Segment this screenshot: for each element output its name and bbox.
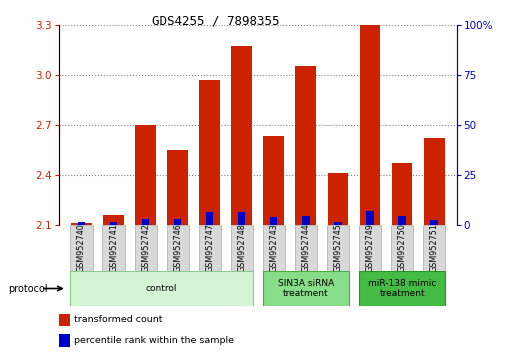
Text: GSM952751: GSM952751 <box>429 223 439 272</box>
Bar <box>231 46 252 225</box>
Bar <box>134 225 156 271</box>
Bar <box>423 225 445 271</box>
Bar <box>103 215 124 225</box>
Bar <box>359 225 381 271</box>
Bar <box>360 25 381 225</box>
Text: miR-138 mimic
treatment: miR-138 mimic treatment <box>368 279 436 298</box>
Bar <box>424 138 445 225</box>
Bar <box>263 136 284 225</box>
Bar <box>295 225 317 271</box>
Bar <box>391 163 412 225</box>
Bar <box>199 80 220 225</box>
Text: GSM952747: GSM952747 <box>205 223 214 272</box>
Bar <box>302 216 309 225</box>
Text: GSM952744: GSM952744 <box>301 223 310 272</box>
Text: protocol: protocol <box>8 284 47 294</box>
Bar <box>167 225 189 271</box>
Bar <box>174 219 181 225</box>
Bar <box>142 219 149 225</box>
Text: GSM952741: GSM952741 <box>109 223 118 272</box>
Text: SIN3A siRNA
treatment: SIN3A siRNA treatment <box>278 279 334 298</box>
Bar <box>359 271 445 306</box>
Text: transformed count: transformed count <box>74 315 163 325</box>
Bar <box>71 223 92 225</box>
Bar <box>238 212 245 225</box>
Text: GDS4255 / 7898355: GDS4255 / 7898355 <box>152 14 279 27</box>
Bar <box>206 212 213 225</box>
Bar <box>78 222 85 225</box>
Bar <box>167 150 188 225</box>
Bar <box>59 334 70 347</box>
Text: percentile rank within the sample: percentile rank within the sample <box>74 336 234 345</box>
Bar <box>366 211 373 225</box>
Text: GSM952748: GSM952748 <box>237 223 246 272</box>
Bar <box>327 173 348 225</box>
Text: GSM952742: GSM952742 <box>141 223 150 272</box>
Bar <box>430 220 438 225</box>
Text: GSM952750: GSM952750 <box>398 223 407 272</box>
Bar <box>270 217 278 225</box>
Bar <box>334 222 342 225</box>
Bar <box>135 125 156 225</box>
Text: GSM952740: GSM952740 <box>77 223 86 272</box>
Bar <box>110 222 117 225</box>
Text: GSM952749: GSM952749 <box>365 223 374 272</box>
Bar <box>59 314 70 326</box>
Text: GSM952746: GSM952746 <box>173 223 182 272</box>
Bar <box>263 225 285 271</box>
Bar <box>70 225 92 271</box>
Bar <box>327 225 349 271</box>
Bar <box>399 216 406 225</box>
Bar <box>295 67 317 225</box>
Text: control: control <box>146 284 177 293</box>
Text: GSM952745: GSM952745 <box>333 223 343 272</box>
Bar <box>231 225 253 271</box>
Bar <box>391 225 413 271</box>
Bar <box>199 225 221 271</box>
Bar <box>103 225 125 271</box>
Text: GSM952743: GSM952743 <box>269 223 279 272</box>
Bar <box>70 271 253 306</box>
Bar <box>263 271 349 306</box>
